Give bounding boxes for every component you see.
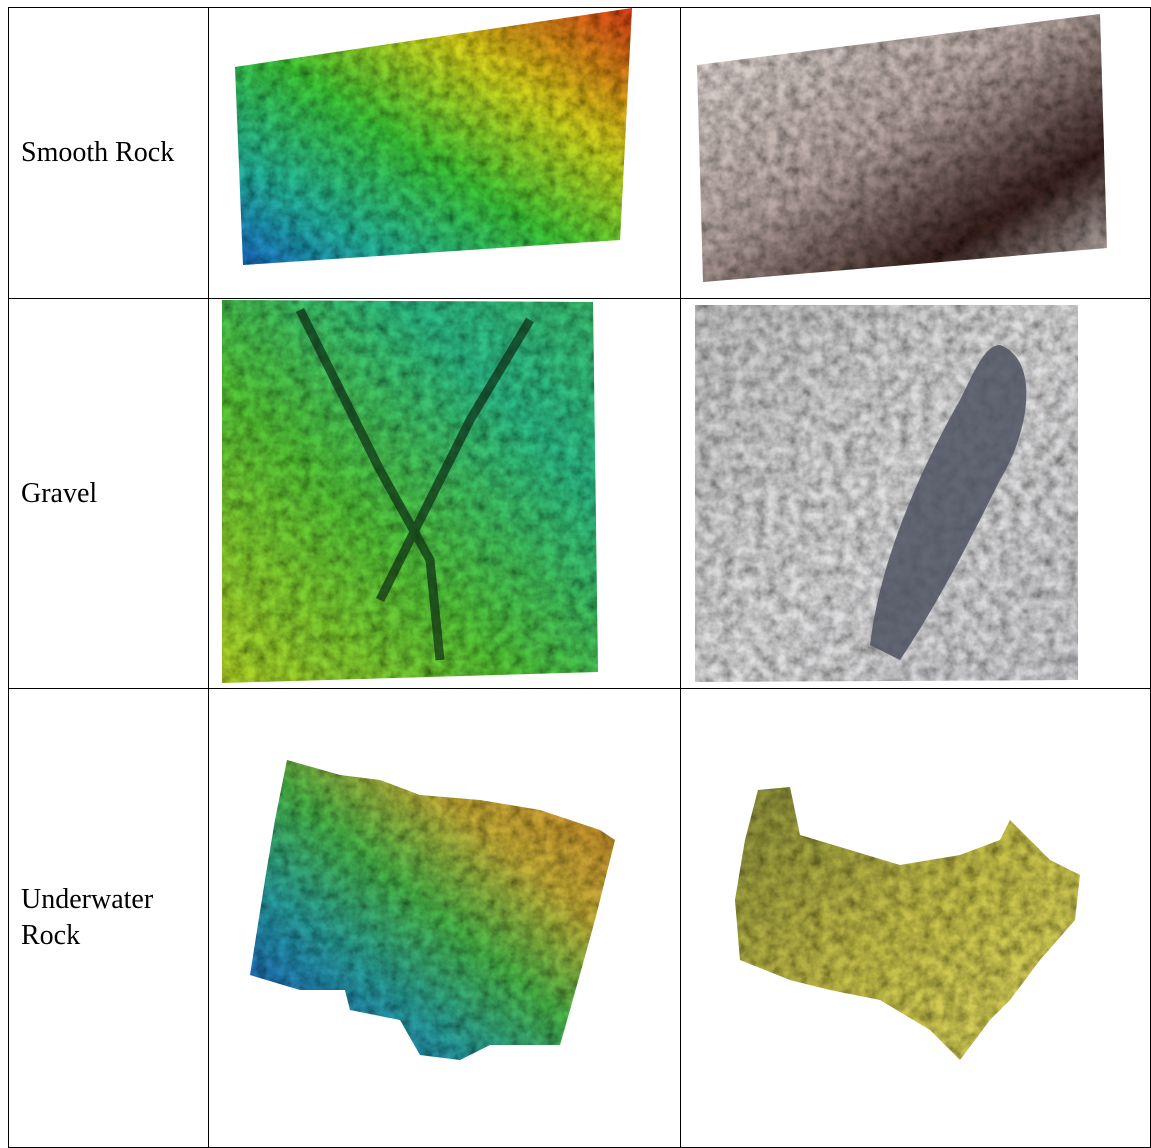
table-row: Smooth Rock bbox=[8, 7, 1151, 299]
table-row: Gravel bbox=[8, 298, 1151, 689]
photo-cell bbox=[680, 688, 1151, 1148]
photo-cell bbox=[680, 7, 1151, 299]
row-label: Underwater Rock bbox=[8, 688, 209, 1148]
row-label: Gravel bbox=[8, 298, 209, 689]
photo-cell bbox=[680, 298, 1151, 689]
heightmap-cell bbox=[208, 298, 681, 689]
row-label: Smooth Rock bbox=[8, 7, 209, 299]
heightmap-cell bbox=[208, 7, 681, 299]
comparison-table: Smooth Rock Gravel Underwater Rock bbox=[8, 7, 1151, 1148]
heightmap-cell bbox=[208, 688, 681, 1148]
table-row: Underwater Rock bbox=[8, 688, 1151, 1148]
